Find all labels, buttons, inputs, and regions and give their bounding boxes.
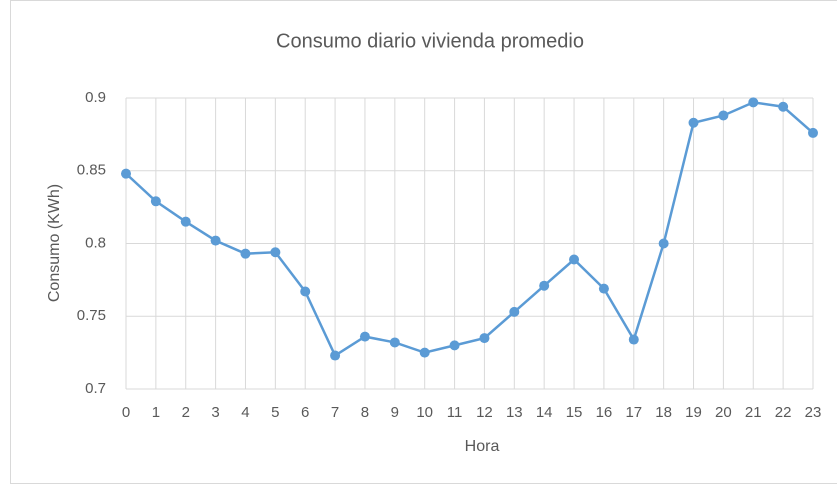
x-tick-label: 2 [182, 404, 190, 421]
x-tick-label: 15 [566, 404, 583, 421]
x-tick-label: 22 [775, 404, 792, 421]
data-point [748, 97, 759, 108]
x-tick-label: 18 [655, 404, 672, 421]
data-point [539, 280, 550, 291]
data-point [180, 216, 191, 227]
x-tick-label: 3 [211, 404, 219, 421]
data-point [359, 331, 370, 342]
x-tick-label: 10 [416, 404, 433, 421]
data-point [300, 286, 311, 297]
x-tick-label: 12 [476, 404, 493, 421]
data-point [688, 117, 699, 128]
data-point [449, 340, 460, 351]
data-point [330, 350, 341, 361]
data-point [150, 196, 161, 207]
data-point [419, 347, 430, 358]
data-point [569, 254, 580, 265]
data-point [509, 306, 520, 317]
data-point [240, 248, 251, 259]
x-tick-label: 1 [152, 404, 160, 421]
data-point [270, 247, 281, 258]
y-tick-label: 0.9 [85, 89, 106, 106]
x-tick-label: 7 [331, 404, 339, 421]
y-tick-label: 0.8 [85, 234, 106, 251]
x-tick-label: 13 [506, 404, 523, 421]
data-point [389, 337, 400, 348]
chart-frame [10, 0, 837, 484]
data-point [718, 110, 729, 121]
x-tick-label: 6 [301, 404, 309, 421]
data-point [210, 235, 221, 246]
x-tick-label: 0 [122, 404, 130, 421]
x-tick-label: 23 [805, 404, 822, 421]
x-tick-label: 5 [271, 404, 279, 421]
data-point [479, 333, 490, 344]
y-tick-label: 0.7 [85, 380, 106, 397]
data-point [658, 238, 669, 249]
data-point [808, 127, 818, 138]
x-tick-label: 19 [685, 404, 702, 421]
x-tick-label: 8 [361, 404, 369, 421]
x-tick-label: 11 [447, 404, 463, 421]
data-point [121, 168, 131, 179]
x-tick-label: 9 [391, 404, 399, 421]
y-tick-label: 0.75 [77, 307, 106, 324]
x-tick-label: 17 [625, 404, 642, 421]
y-tick-label: 0.85 [77, 162, 106, 179]
data-point [628, 334, 639, 345]
series-line [125, 101, 814, 358]
x-tick-label: 16 [596, 404, 613, 421]
data-point [598, 283, 609, 294]
x-tick-label: 21 [745, 404, 762, 421]
chart-title: Consumo diario vivienda promedio [276, 30, 584, 52]
x-axis-label: Hora [465, 438, 500, 455]
x-tick-label: 14 [536, 404, 553, 421]
data-point [778, 101, 789, 112]
x-tick-label: 4 [241, 404, 249, 421]
y-axis-label: Consumo (KWh) [46, 184, 63, 302]
x-tick-label: 20 [715, 404, 732, 421]
